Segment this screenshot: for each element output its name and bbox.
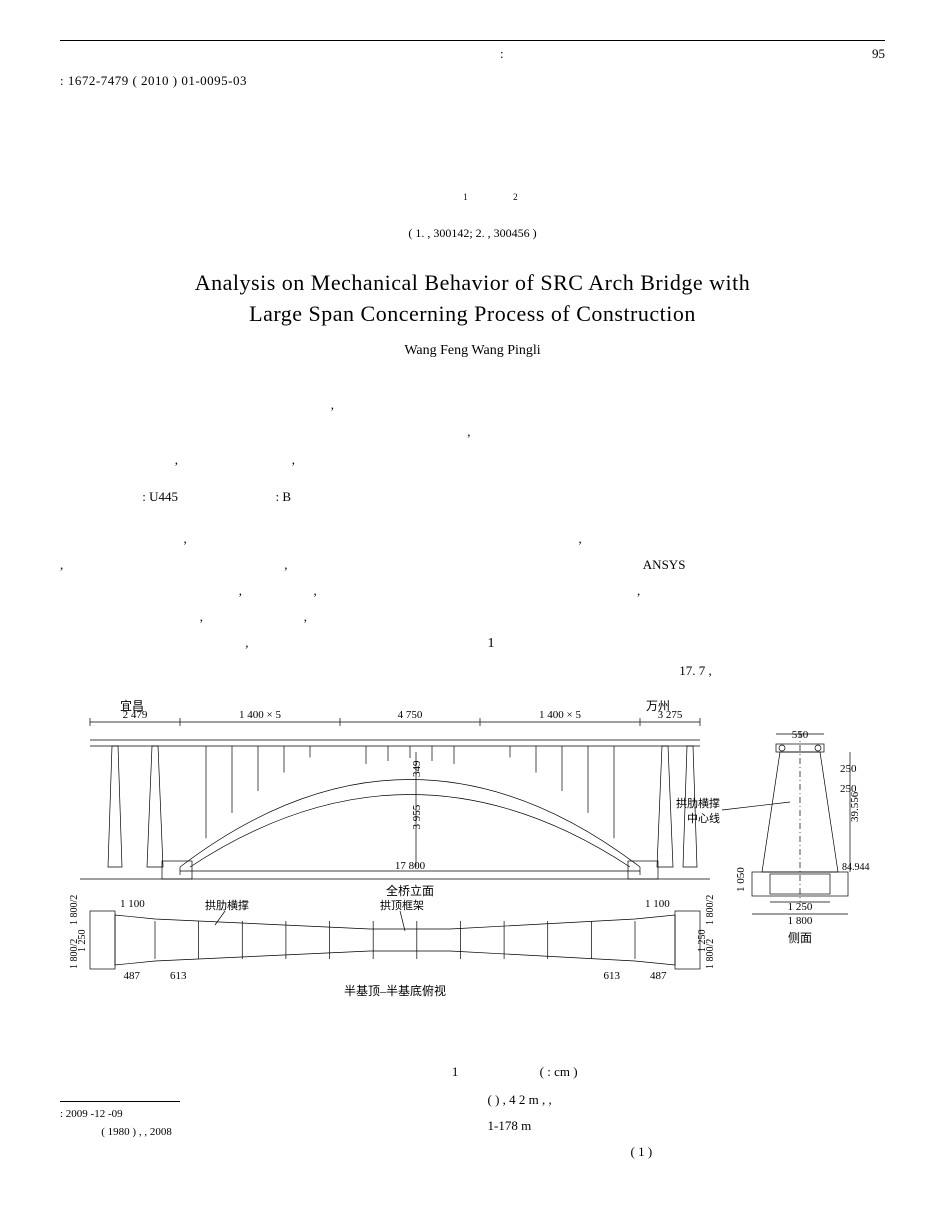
bridge-diagram-svg: 2 4791 400 × 54 7501 400 × 53 275宜昌万州17 … (60, 692, 885, 1052)
svg-text:1 800/2: 1 800/2 (705, 939, 716, 969)
footnote-column: : 2009 -12 -09 ( 1980 ) , , 2008 (60, 1081, 458, 1165)
svg-text:拱肋横撑: 拱肋横撑 (205, 898, 249, 912)
svg-text:1 100: 1 100 (645, 898, 670, 910)
bp3: , (239, 583, 242, 598)
svg-text:550: 550 (792, 729, 809, 741)
bp5: , (200, 609, 203, 624)
tail-1: ( ) , 4 2 m , , (488, 1092, 552, 1107)
svg-text:250: 250 (840, 783, 857, 795)
right-column: , ANSYS , 1 (488, 526, 886, 684)
post-fig-columns: : 2009 -12 -09 ( 1980 ) , , 2008 ( ) , 4… (60, 1081, 885, 1165)
authors-chinese: 1 2 (60, 191, 885, 211)
doc-code: : B (276, 489, 292, 504)
svg-text:全桥立面: 全桥立面 (386, 883, 434, 898)
title-line-1: Analysis on Mechanical Behavior of SRC A… (195, 270, 750, 295)
fig-no: 1 (452, 1064, 459, 1079)
bp6: , (304, 609, 307, 624)
brp2: , (637, 583, 640, 598)
svg-text:1 800/2: 1 800/2 (69, 895, 80, 925)
abs-p2: , (467, 424, 470, 439)
abs-p4: , (292, 452, 295, 467)
tail-3: ( 1 ) (631, 1144, 653, 1159)
footnote-date: : 2009 -12 -09 (60, 1108, 123, 1120)
bp0: , (184, 531, 187, 546)
svg-text:中心线: 中心线 (687, 811, 720, 825)
svg-text:拱肋横撑: 拱肋横撑 (676, 796, 720, 810)
header-separator: : (500, 44, 504, 64)
author-sup-1: 1 (463, 192, 468, 202)
footnote-rule (60, 1101, 180, 1102)
english-authors: Wang Feng Wang Pingli (60, 340, 885, 361)
abs-p3: , (175, 452, 178, 467)
header-rule (60, 40, 885, 41)
svg-text:1 400 × 5: 1 400 × 5 (239, 709, 281, 721)
bp1: , (60, 557, 63, 572)
bp4: , (314, 583, 317, 598)
svg-text:349: 349 (411, 760, 423, 777)
svg-text:万州: 万州 (646, 699, 670, 713)
svg-text:1 050: 1 050 (735, 867, 747, 892)
svg-text:1 800/2: 1 800/2 (69, 939, 80, 969)
figure-1: 2 4791 400 × 54 7501 400 × 53 275宜昌万州17 … (60, 692, 885, 1081)
svg-text:3 955: 3 955 (411, 805, 423, 830)
article-id: : 1672-7479 ( 2010 ) 01-0095-03 (60, 71, 885, 91)
footnote-bio: ( 1980 ) , , 2008 (101, 1126, 172, 1138)
svg-text:1 250: 1 250 (788, 901, 813, 913)
svg-text:4 750: 4 750 (398, 709, 423, 721)
classification-line: : U445 : B (60, 487, 885, 507)
svg-text:1 800: 1 800 (788, 915, 813, 927)
fig-unit: ( : cm ) (540, 1064, 578, 1079)
svg-text:1 400 × 5: 1 400 × 5 (539, 709, 581, 721)
svg-text:250: 250 (840, 763, 857, 775)
svg-text:613: 613 (170, 970, 187, 982)
page-number: 95 (872, 44, 885, 64)
svg-text:613: 613 (604, 970, 621, 982)
abs-p1: , (331, 397, 334, 412)
tail-2: 1-178 m (488, 1118, 532, 1133)
left-column: , , , , , (60, 526, 458, 684)
brp0: , (579, 531, 582, 546)
english-title: Analysis on Mechanical Behavior of SRC A… (60, 268, 885, 330)
svg-text:拱顶框架: 拱顶框架 (380, 898, 424, 912)
svg-text:1 800/2: 1 800/2 (705, 895, 716, 925)
svg-text:39.556: 39.556 (849, 792, 861, 823)
affiliations: ( 1. , 300142; 2. , 300456 ) (60, 224, 885, 242)
bp2: , (284, 557, 287, 572)
svg-text:487: 487 (124, 970, 141, 982)
svg-text:1 100: 1 100 (120, 898, 145, 910)
figure-caption: 1 ( : cm ) (60, 1062, 885, 1082)
author-sup-2: 2 (513, 192, 518, 202)
svg-text:17 800: 17 800 (395, 860, 426, 872)
bp7: , (245, 635, 248, 650)
abstract-block: , , , (60, 391, 885, 473)
svg-text:半基顶–半基底俯视: 半基顶–半基底俯视 (344, 983, 446, 998)
section-1-number: 1 (488, 636, 495, 651)
body-columns: , , , , , (60, 526, 885, 684)
brp1: ANSYS (643, 557, 686, 572)
svg-text:487: 487 (650, 970, 667, 982)
svg-text:84.944: 84.944 (842, 862, 870, 873)
chinese-title-placeholder (60, 91, 885, 151)
sec1-tail: 17. 7 , (679, 663, 712, 678)
class-code: : U445 (142, 489, 178, 504)
tail-right-column: ( ) , 4 2 m , , 1-178 m ( 1 ) (488, 1087, 886, 1165)
svg-text:侧面: 侧面 (788, 931, 812, 945)
svg-text:宜昌: 宜昌 (120, 698, 144, 713)
title-line-2: Large Span Concerning Process of Constru… (249, 301, 696, 326)
